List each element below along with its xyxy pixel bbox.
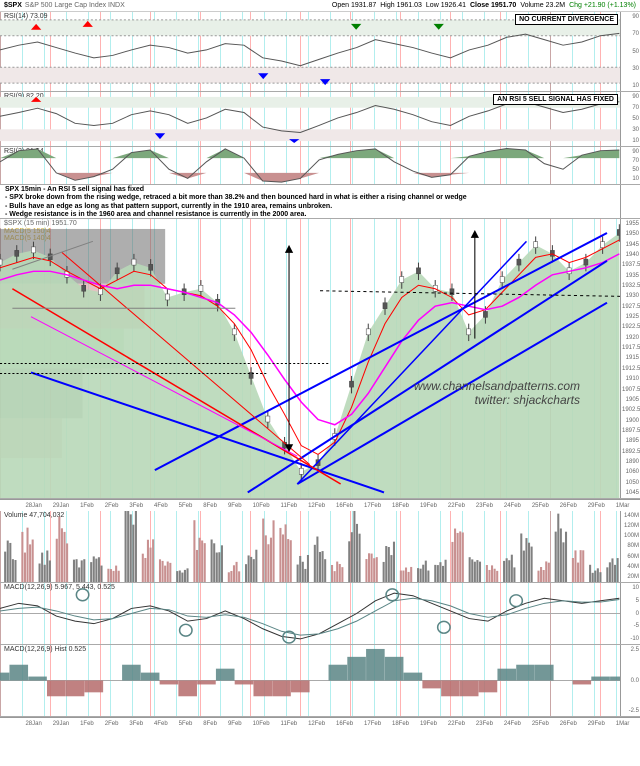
ohlc-chg: Chg +21.90 (+1.13%)	[569, 2, 636, 9]
price-svg	[0, 219, 640, 498]
macd1-svg	[0, 583, 640, 644]
commentary-line2: - Bulls have an edge as long as that pat…	[5, 203, 467, 211]
rsi9-yaxis: 9070503010	[620, 92, 640, 146]
ohlc-open: Open 1931.87	[332, 2, 376, 9]
rsi2-yaxis: 90705010	[620, 147, 640, 184]
volume-svg	[0, 511, 640, 582]
chart-header: $SPX S&P 500 Large Cap Index INDX Open 1…	[0, 0, 640, 12]
xaxis-bottom: 28Jan29Jan1Feb2Feb3Feb4Feb5Feb8Feb9Feb10…	[0, 717, 640, 729]
ticker-symbol: $SPX	[4, 2, 22, 9]
ohlc-close: Close 1951.70	[470, 2, 516, 9]
ohlc-high: High 1961.03	[380, 2, 422, 9]
commentary-panel: SPX 15min - An RSI 5 sell signal has fix…	[0, 185, 640, 219]
rsi14-panel: RSI(14) 73.09 NO CURRENT DIVERGENCE 9070…	[0, 12, 640, 92]
macd-line-panel: MACD(12,26,9) 5.967, 5.443, 0.525 1050-5…	[0, 583, 640, 645]
rsi9-annotation: AN RSI 5 SELL SIGNAL HAS FIXED	[493, 94, 618, 105]
commentary-yaxis-spacer	[620, 185, 640, 218]
price-panel: $SPX (15 min) 1951.70 MACD(5 150)4 MACD(…	[0, 219, 640, 499]
commentary-line3: - Wedge resistance is in the 1960 area a…	[5, 211, 467, 219]
macd2-yaxis: 2.50.0-2.5	[620, 645, 640, 716]
ohlc-vol: Volume 23.2M	[520, 2, 565, 9]
xaxis-mid: 28Jan29Jan1Feb2Feb3Feb4Feb5Feb8Feb9Feb10…	[0, 499, 640, 511]
macd-hist-panel: MACD(12,26,9) Hist 0.525 2.50.0-2.5	[0, 645, 640, 717]
ohlc-low: Low 1926.41	[426, 2, 466, 9]
rsi14-yaxis: 9070503010	[620, 12, 640, 91]
ticker-desc: S&P 500 Large Cap Index INDX	[25, 2, 125, 9]
commentary-line1: - SPX broke down from the rising wedge, …	[5, 194, 467, 202]
rsi14-annotation: NO CURRENT DIVERGENCE	[515, 14, 618, 25]
volume-yaxis: 140M120M100M80M60M40M20M	[620, 511, 640, 582]
macd2-svg	[0, 645, 640, 716]
watermark-twitter: twitter: shjackcharts	[414, 393, 580, 407]
watermark: www.channelsandpatterns.com twitter: shj…	[414, 379, 580, 407]
rsi2-panel: RSI(2) 91.54 90705010	[0, 147, 640, 185]
macd1-yaxis: 1050-5-10	[620, 583, 640, 644]
price-yaxis: 19551950194519401937.519351932.519301927…	[620, 219, 640, 498]
stock-chart-container: $SPX S&P 500 Large Cap Index INDX Open 1…	[0, 0, 640, 766]
commentary-title: SPX 15min - An RSI 5 sell signal has fix…	[5, 186, 467, 194]
rsi9-panel: RSI(9) 82.20 AN RSI 5 SELL SIGNAL HAS FI…	[0, 92, 640, 147]
watermark-url: www.channelsandpatterns.com	[414, 379, 580, 393]
rsi2-svg	[0, 147, 640, 184]
volume-panel: Volume 47,704,032 140M120M100M80M60M40M2…	[0, 511, 640, 583]
